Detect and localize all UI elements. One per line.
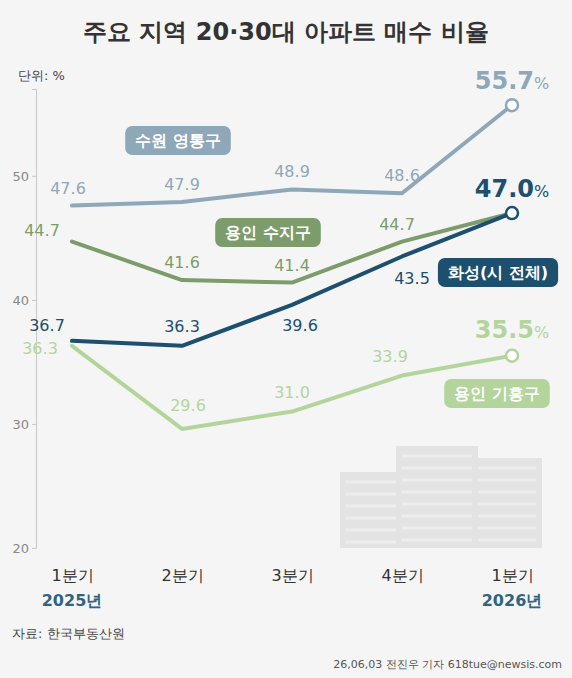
series-name: 화성(시 전체) (448, 263, 548, 282)
data-label: 48.6 (384, 166, 420, 185)
building-window (402, 503, 472, 506)
x-tick: 4분기 (381, 566, 423, 585)
data-label: 41.4 (274, 256, 310, 275)
x-group-label: 2025년 (42, 591, 103, 610)
series-tag-box (215, 218, 321, 247)
x-tick-label: 4분기 (381, 566, 423, 585)
data-label: 44.7 (379, 215, 415, 234)
building-window (402, 467, 472, 470)
y-tick-label: 40 (12, 293, 29, 308)
data-label: 41.6 (164, 253, 200, 272)
building-window (402, 491, 472, 494)
decoration-buildings (340, 446, 542, 548)
building-window (402, 455, 472, 458)
building-window (346, 505, 396, 508)
x-tick-label: 1분기 (51, 566, 93, 585)
building-window (402, 539, 472, 542)
series-tag: 용인 수지구 (215, 218, 321, 247)
building-window (478, 491, 536, 494)
y-tick-mark (32, 424, 36, 425)
building (396, 446, 478, 548)
series-tag: 수원 영통구 (125, 126, 231, 155)
x-tick: 1분기 (491, 566, 533, 585)
data-label: 36.3 (22, 339, 58, 358)
x-tick: 2분기 (161, 566, 203, 585)
data-label: 48.9 (274, 162, 310, 181)
x-axis: 1분기 2분기 3분기 4분기 1분기 (51, 566, 533, 585)
building (340, 472, 402, 548)
series-tag-box (438, 258, 558, 287)
building-window (478, 479, 536, 482)
end-marker (506, 207, 518, 219)
x-group-label: 2026년 (482, 591, 543, 610)
building-window (346, 541, 396, 544)
series-tag: 용인 기흥구 (444, 379, 550, 408)
x-tick-label: 2분기 (161, 566, 203, 585)
x-tick: 3분기 (271, 566, 313, 585)
end-marker (506, 350, 518, 362)
building-window (478, 527, 536, 530)
chart-svg: 주요 지역 20·30대 아파트 매수 비율단위: % 20 30 40 50 1분기 2분… (0, 0, 572, 678)
building-window (402, 515, 472, 518)
source: 자료: 한국부동산원 (12, 626, 125, 641)
building-window (478, 539, 536, 542)
x-tick-label: 1분기 (491, 566, 533, 585)
building-window (402, 479, 472, 482)
data-label: 31.0 (274, 383, 310, 402)
data-label: 36.7 (29, 316, 65, 335)
series-tag-box (125, 126, 231, 155)
building-window (402, 527, 472, 530)
data-labels: 47.6 47.9 48.9 48.6 55.7% 44.7 41.6 41.4 44.7 36.… (22, 67, 549, 415)
y-label: 단위: % (18, 68, 65, 83)
data-label: 47.0% (475, 175, 549, 203)
data-label: 36.3 (164, 317, 200, 336)
y-tick: 20 (12, 541, 36, 556)
data-label: 29.6 (170, 396, 206, 415)
y-tick-mark (32, 176, 36, 177)
data-label: 39.6 (282, 316, 318, 335)
y-tick: 50 (12, 168, 36, 183)
title: 주요 지역 20·30대 아파트 매수 비율 (83, 18, 489, 46)
data-label: 47.6 (50, 179, 86, 198)
building-window (478, 515, 536, 518)
y-tick-mark (32, 300, 36, 301)
building-window (346, 529, 396, 532)
chart-root: 주요 지역 20·30대 아파트 매수 비율단위: % 20 30 40 50 1분기 2분… (0, 0, 572, 678)
data-label: 44.7 (24, 221, 60, 240)
y-tick-label: 50 (12, 168, 29, 183)
building-window (346, 493, 396, 496)
y-tick: 40 (12, 293, 36, 308)
background (0, 0, 572, 678)
building-window (346, 517, 396, 520)
series-name: 용인 기흥구 (454, 384, 540, 403)
data-label: 55.7% (475, 67, 549, 95)
data-label: 33.9 (372, 347, 408, 366)
y-tick-label: 20 (12, 541, 29, 556)
x-tick: 1분기 (51, 566, 93, 585)
series-name: 용인 수지구 (225, 223, 311, 242)
data-label: 35.5% (475, 316, 549, 344)
data-label: 47.9 (164, 175, 200, 194)
series-tag-box (444, 379, 550, 408)
series-name: 수원 영통구 (135, 131, 221, 150)
building-window (478, 467, 536, 470)
data-label: 43.5 (394, 269, 430, 288)
building-window (346, 481, 396, 484)
credit: 26,06,03 전진우 기자 618tue@newsis.com (333, 658, 562, 671)
building (472, 458, 542, 548)
building-window (478, 503, 536, 506)
series-line (72, 105, 512, 205)
series-tag: 화성(시 전체) (438, 258, 558, 287)
end-marker (506, 99, 518, 111)
y-tick-mark (32, 548, 36, 549)
y-tick-label: 30 (12, 417, 29, 432)
x-tick-label: 3분기 (271, 566, 313, 585)
y-tick: 30 (12, 417, 36, 432)
